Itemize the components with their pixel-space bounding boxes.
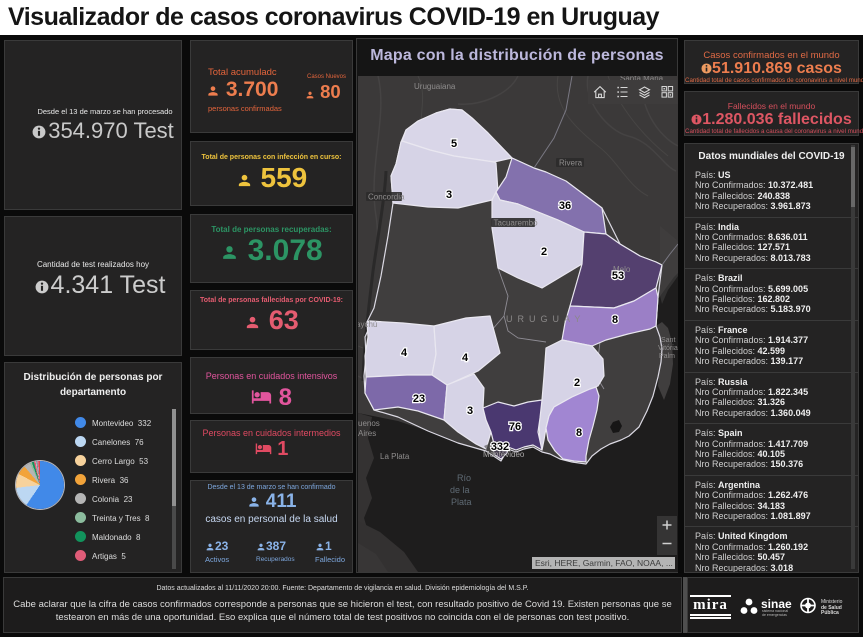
svg-text:Concordia: Concordia [368,193,405,202]
svg-text:2: 2 [541,246,547,258]
svg-text:Vitória d: Vitória d [658,345,678,352]
svg-text:332: 332 [491,441,509,453]
svg-text:4: 4 [462,352,469,364]
svg-text:3: 3 [467,405,473,417]
svg-text:5: 5 [451,138,457,150]
svg-text:Palm: Palm [659,353,675,360]
svg-text:Río: Río [457,473,471,483]
svg-text:Rivera: Rivera [559,159,583,168]
svg-text:Esri, HERE, Garmin, FAO, NOAA,: Esri, HERE, Garmin, FAO, NOAA, ... [535,558,673,568]
svg-text:aychú: aychú [358,320,377,329]
svg-text:Sant: Sant [661,337,675,344]
svg-text:La Plata: La Plata [380,452,410,461]
svg-text:23: 23 [413,393,425,405]
svg-text:Montevideo: Montevideo [483,450,525,459]
svg-text:53: 53 [612,270,624,282]
svg-text:de la: de la [450,485,470,495]
svg-text:36: 36 [559,200,571,212]
svg-text:URUGUAY: URUGUAY [506,314,585,324]
svg-text:Aires: Aires [358,429,376,438]
svg-text:Melo: Melo [613,265,631,274]
svg-text:Tacuarembó: Tacuarembó [494,219,539,228]
svg-text:4: 4 [401,347,408,359]
svg-text:2: 2 [574,377,580,389]
svg-text:uenos: uenos [358,419,380,428]
svg-text:Uruguaiana: Uruguaiana [414,82,456,91]
svg-text:8: 8 [612,314,618,326]
svg-text:Plata: Plata [451,497,472,507]
svg-text:76: 76 [509,421,521,433]
svg-text:Santa Maria: Santa Maria [620,76,664,83]
svg-text:8: 8 [576,427,582,439]
svg-text:3: 3 [446,189,452,201]
